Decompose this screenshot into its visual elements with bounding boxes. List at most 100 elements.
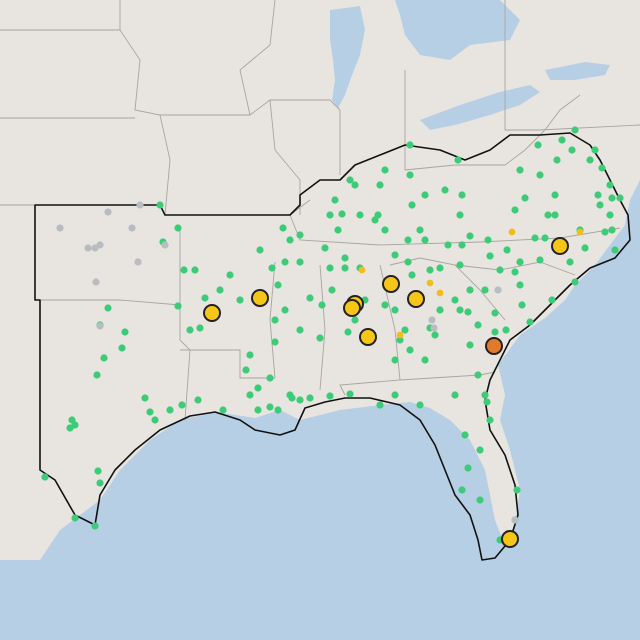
map-marker-green[interactable] (374, 211, 382, 219)
map-marker-green[interactable] (326, 392, 334, 400)
map-marker-green[interactable] (456, 211, 464, 219)
map-marker-green[interactable] (316, 334, 324, 342)
map-marker-green[interactable] (608, 226, 616, 234)
map-marker-yellow-large[interactable] (343, 299, 361, 317)
map-marker-green[interactable] (178, 401, 186, 409)
map-marker-green[interactable] (596, 201, 604, 209)
map-marker-green[interactable] (306, 394, 314, 402)
map-marker-green[interactable] (503, 246, 511, 254)
map-marker-green[interactable] (71, 514, 79, 522)
map-marker-green[interactable] (456, 306, 464, 314)
map-marker-green[interactable] (486, 416, 494, 424)
map-marker-green[interactable] (174, 302, 182, 310)
map-marker-green[interactable] (521, 194, 529, 202)
map-marker-green[interactable] (516, 258, 524, 266)
map-marker-green[interactable] (496, 266, 504, 274)
map-marker-green[interactable] (326, 211, 334, 219)
map-marker-green[interactable] (464, 308, 472, 316)
map-marker-yellow-small[interactable] (358, 266, 366, 274)
map-marker-green[interactable] (598, 164, 606, 172)
map-marker-green[interactable] (351, 316, 359, 324)
map-marker-green[interactable] (616, 194, 624, 202)
map-marker-green[interactable] (318, 301, 326, 309)
map-marker-green[interactable] (41, 473, 49, 481)
map-marker-green[interactable] (571, 278, 579, 286)
map-marker-gray[interactable] (104, 208, 112, 216)
map-marker-green[interactable] (391, 356, 399, 364)
map-marker-gray[interactable] (494, 286, 502, 294)
map-marker-green[interactable] (180, 266, 188, 274)
map-marker-green[interactable] (408, 271, 416, 279)
map-marker-green[interactable] (444, 241, 452, 249)
map-marker-green[interactable] (464, 464, 472, 472)
map-marker-green[interactable] (141, 394, 149, 402)
map-marker-green[interactable] (326, 264, 334, 272)
map-marker-yellow-large[interactable] (382, 275, 400, 293)
map-marker-green[interactable] (266, 374, 274, 382)
map-marker-green[interactable] (146, 408, 154, 416)
map-marker-green[interactable] (458, 191, 466, 199)
map-marker-green[interactable] (201, 294, 209, 302)
map-marker-green[interactable] (286, 236, 294, 244)
map-marker-green[interactable] (476, 496, 484, 504)
map-marker-green[interactable] (396, 336, 404, 344)
map-marker-green[interactable] (481, 286, 489, 294)
map-marker-gray[interactable] (92, 278, 100, 286)
map-marker-green[interactable] (121, 328, 129, 336)
map-marker-green[interactable] (466, 232, 474, 240)
map-marker-green[interactable] (474, 371, 482, 379)
map-marker-green[interactable] (531, 234, 539, 242)
map-marker-green[interactable] (491, 328, 499, 336)
map-marker-green[interactable] (216, 286, 224, 294)
map-marker-yellow-small[interactable] (508, 228, 516, 236)
map-marker-green[interactable] (338, 210, 346, 218)
map-marker-green[interactable] (466, 341, 474, 349)
map-marker-green[interactable] (571, 126, 579, 134)
map-marker-green[interactable] (376, 401, 384, 409)
map-marker-green[interactable] (381, 301, 389, 309)
map-marker-green[interactable] (502, 326, 510, 334)
map-marker-green[interactable] (166, 406, 174, 414)
map-marker-gray[interactable] (136, 201, 144, 209)
map-marker-green[interactable] (296, 231, 304, 239)
map-marker-green[interactable] (608, 194, 616, 202)
map-marker-green[interactable] (71, 421, 79, 429)
map-marker-green[interactable] (281, 258, 289, 266)
map-marker-green[interactable] (416, 401, 424, 409)
map-marker-green[interactable] (346, 390, 354, 398)
map-marker-gray[interactable] (134, 258, 142, 266)
map-marker-green[interactable] (104, 304, 112, 312)
map-marker-green[interactable] (341, 254, 349, 262)
map-marker-green[interactable] (376, 181, 384, 189)
map-marker-green[interactable] (544, 211, 552, 219)
map-marker-green[interactable] (328, 286, 336, 294)
map-marker-yellow-large[interactable] (203, 304, 221, 322)
map-marker-green[interactable] (486, 252, 494, 260)
map-marker-green[interactable] (474, 321, 482, 329)
map-marker-green[interactable] (406, 171, 414, 179)
map-marker-green[interactable] (254, 406, 262, 414)
map-marker-green[interactable] (431, 331, 439, 339)
map-marker-green[interactable] (391, 391, 399, 399)
map-marker-green[interactable] (458, 241, 466, 249)
map-marker-green[interactable] (191, 266, 199, 274)
map-marker-yellow-large[interactable] (359, 328, 377, 346)
map-marker-gray[interactable] (56, 224, 64, 232)
map-marker-green[interactable] (586, 156, 594, 164)
map-marker-green[interactable] (516, 281, 524, 289)
map-marker-green[interactable] (461, 431, 469, 439)
map-marker-green[interactable] (553, 156, 561, 164)
map-marker-green[interactable] (274, 281, 282, 289)
map-marker-green[interactable] (551, 191, 559, 199)
map-marker-green[interactable] (246, 391, 254, 399)
map-marker-green[interactable] (526, 318, 534, 326)
map-marker-green[interactable] (404, 236, 412, 244)
map-marker-gray[interactable] (96, 322, 104, 330)
map-marker-green[interactable] (408, 201, 416, 209)
map-marker-green[interactable] (96, 479, 104, 487)
map-marker-green[interactable] (321, 244, 329, 252)
map-marker-green[interactable] (601, 228, 609, 236)
map-marker-green[interactable] (466, 286, 474, 294)
map-marker-green[interactable] (516, 166, 524, 174)
